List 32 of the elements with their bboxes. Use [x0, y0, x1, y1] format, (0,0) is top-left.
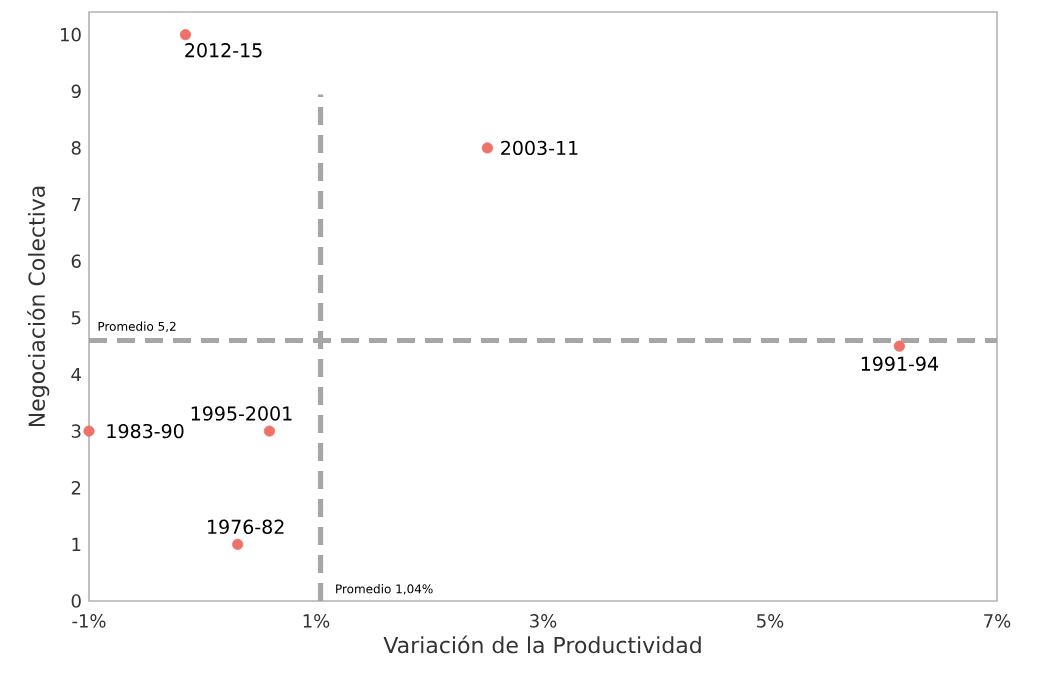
y-tick-label: 8	[71, 141, 81, 155]
y-tick-label: 4	[71, 367, 81, 382]
point	[232, 538, 244, 550]
x-tick-label: -1%	[72, 614, 106, 628]
annotation: 1976-82	[208, 519, 284, 534]
annotation: 1991-94	[861, 356, 939, 371]
point	[179, 29, 192, 41]
annotation: 1995-2001	[191, 406, 292, 421]
x-tick-label: 1%	[303, 614, 330, 628]
annotation: 2003-11	[501, 140, 578, 156]
y-axis-title: Negociación Colectiva	[27, 186, 50, 427]
y-tick-label: 2	[71, 481, 81, 495]
x-tick-label: 3%	[530, 614, 557, 628]
point	[83, 425, 95, 437]
y-tick-label: 6	[71, 254, 81, 268]
annotation: 2012-15	[185, 43, 262, 58]
x-tick-label: 7%	[984, 614, 1011, 628]
y-tick-label: 0	[71, 594, 81, 608]
x-axis-title: Variación de la Productividad	[383, 635, 701, 654]
y-tick-label: 5	[71, 311, 81, 325]
annotation: 1983-90	[107, 423, 184, 439]
point	[893, 340, 905, 352]
y-tick-label: 7	[71, 198, 81, 212]
x-tick-label: 5%	[757, 614, 784, 628]
y-tick-label: 9	[71, 84, 81, 99]
ref-line-label: Promedio 5,2	[98, 321, 176, 333]
point	[481, 142, 493, 154]
y-tick-label: 10	[61, 27, 81, 42]
y-tick-label: 1	[72, 537, 81, 551]
ref-line-label: Promedio 1,04%	[336, 584, 433, 595]
y-tick-label: 3	[71, 424, 81, 438]
point	[263, 425, 276, 437]
